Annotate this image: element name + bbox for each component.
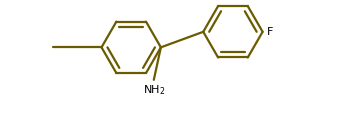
Text: F: F (267, 27, 273, 37)
Text: NH$_2$: NH$_2$ (142, 83, 165, 97)
